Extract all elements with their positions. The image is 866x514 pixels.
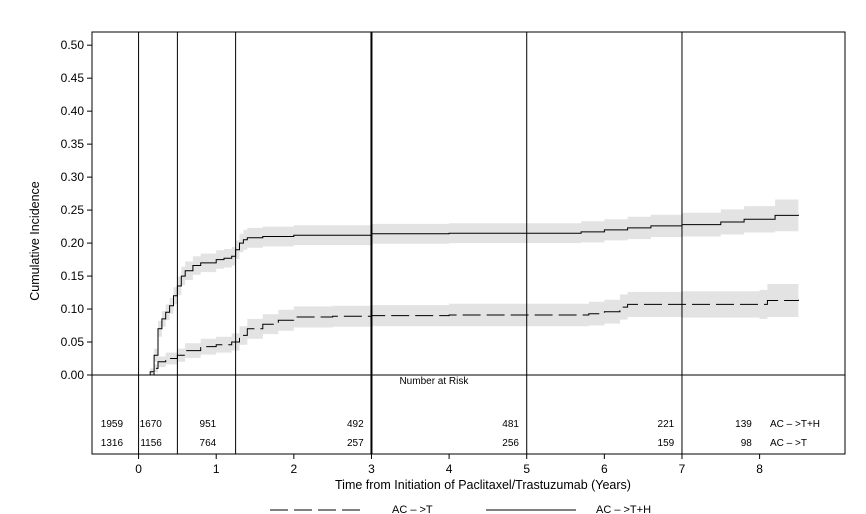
y-tick-label: 0.25: [61, 203, 85, 217]
y-tick-label: 0.00: [61, 368, 85, 382]
x-axis-label: Time from Initiation of Paclitaxel/Trast…: [335, 478, 631, 492]
risk-count: 98: [741, 438, 753, 449]
y-tick-label: 0.40: [61, 104, 85, 118]
y-tick-label: 0.15: [61, 269, 85, 283]
legend-label-2: AC – >T+H: [596, 504, 651, 514]
reference-lines: [138, 32, 683, 454]
risk-count: 492: [347, 419, 364, 430]
y-tick-label: 0.50: [61, 38, 85, 52]
risk-count: 764: [200, 438, 217, 449]
risk-table-title: Number at Risk: [399, 376, 469, 387]
y-tick-label: 0.30: [61, 170, 85, 184]
risk-count: 1959: [101, 419, 124, 430]
risk-table: Number at Risk 1959 1670 951 492 481 221 139 AC …: [101, 376, 820, 449]
risk-count: 481: [502, 419, 519, 430]
risk-row-label: AC – >T+H: [770, 419, 820, 430]
y-axis-label: Cumulative Incidence: [28, 181, 42, 301]
risk-count: 159: [658, 438, 675, 449]
x-tick-label: 8: [756, 462, 763, 476]
x-tick-label: 7: [679, 462, 686, 476]
risk-count: 951: [200, 419, 217, 430]
x-tick-label: 2: [290, 462, 297, 476]
risk-count: 221: [658, 419, 675, 430]
confidence-band-1: [138, 198, 799, 375]
series-line-1: [138, 214, 799, 376]
risk-count: 257: [347, 438, 364, 449]
confidence-bands: [138, 198, 799, 375]
x-axis: 0 1 2 3 4 5 6 7 8: [135, 454, 763, 476]
x-tick-label: 6: [601, 462, 608, 476]
legend-label-1: AC – >T: [392, 504, 433, 514]
risk-count: 1316: [101, 438, 124, 449]
risk-count: 1670: [140, 419, 163, 430]
risk-row-label: AC – >T: [770, 438, 807, 449]
risk-count: 1156: [140, 438, 162, 449]
y-tick-label: 0.35: [61, 137, 85, 151]
confidence-band-2: [138, 281, 799, 375]
series-line-2: [138, 299, 799, 376]
x-tick-label: 5: [523, 462, 530, 476]
y-axis: 0.00 0.05 0.10 0.15 0.20 0.25 0.30 0.35 0.40 0.45…: [61, 38, 92, 382]
y-tick-label: 0.05: [61, 335, 85, 349]
series-lines: [138, 214, 799, 376]
x-tick-label: 4: [446, 462, 453, 476]
x-tick-label: 3: [368, 462, 375, 476]
x-tick-label: 1: [213, 462, 220, 476]
y-tick-label: 0.20: [61, 236, 85, 250]
y-tick-label: 0.45: [61, 71, 85, 85]
y-tick-label: 0.10: [61, 302, 85, 316]
x-tick-label: 0: [135, 462, 142, 476]
legend: AC – >T AC – >T+H: [270, 504, 651, 514]
risk-count: 139: [735, 419, 752, 430]
risk-count: 256: [502, 438, 519, 449]
